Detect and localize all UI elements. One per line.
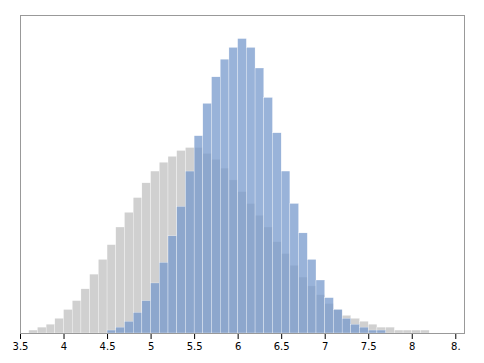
svg-text:5: 5 <box>148 341 154 352</box>
svg-text:6.5: 6.5 <box>274 341 290 352</box>
svg-text:6: 6 <box>235 341 241 352</box>
svg-text:5.5: 5.5 <box>187 341 203 352</box>
svg-text:7.5: 7.5 <box>361 341 377 352</box>
svg-text:4.5: 4.5 <box>100 341 116 352</box>
svg-text:8.: 8. <box>451 341 461 352</box>
svg-text:7: 7 <box>322 341 328 352</box>
svg-text:4: 4 <box>61 341 67 352</box>
svg-text:8: 8 <box>409 341 415 352</box>
svg-text:3.5: 3.5 <box>13 341 29 352</box>
